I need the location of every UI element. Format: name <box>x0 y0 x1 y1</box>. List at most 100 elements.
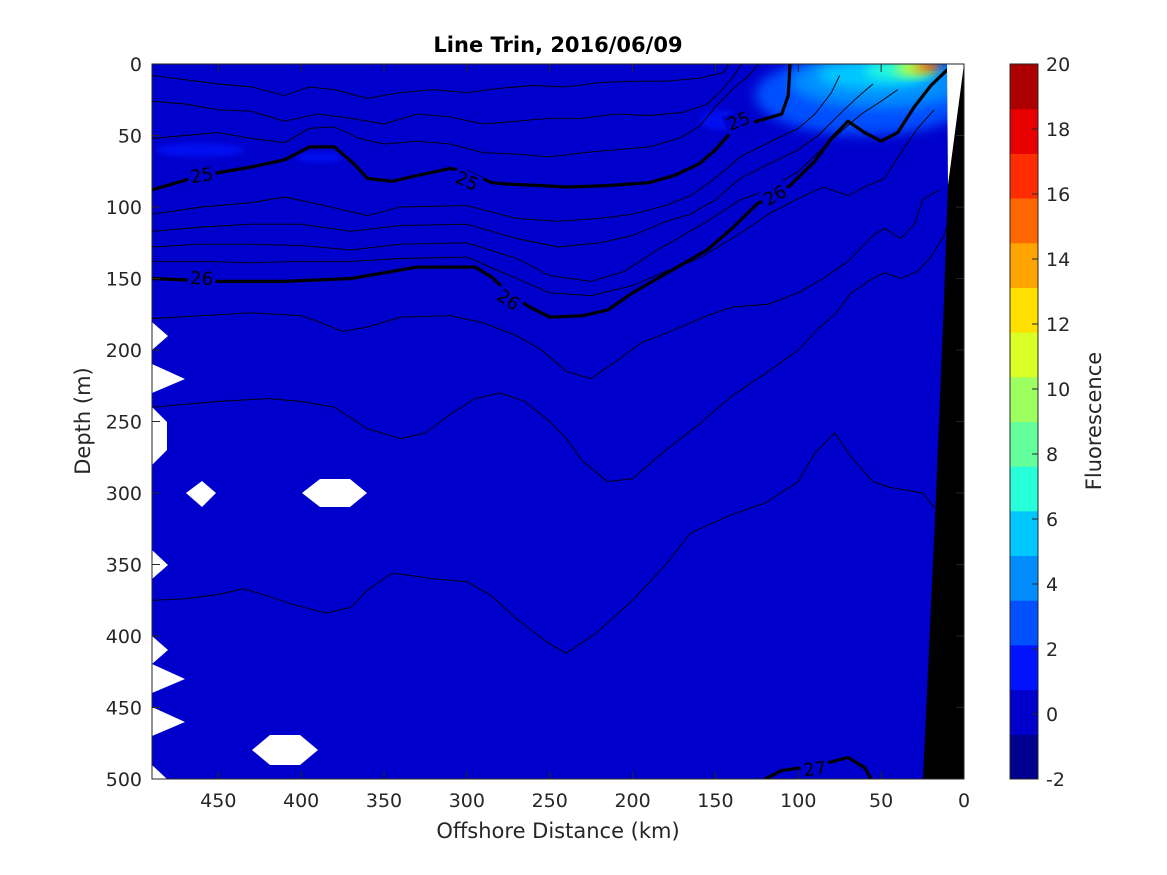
x-tick-label: 100 <box>780 790 816 812</box>
low-fluorescence-patch <box>447 448 463 464</box>
colorbar-swatch <box>1010 332 1038 378</box>
missing-data-gap <box>152 707 185 736</box>
y-axis-title: Depth (m) <box>71 367 95 474</box>
x-tick-label: 200 <box>614 790 650 812</box>
y-tick-label: 250 <box>106 412 142 434</box>
density-contours <box>152 64 952 779</box>
colorbar-swatch <box>1010 510 1038 557</box>
colorbar-tick-label: 16 <box>1046 184 1070 206</box>
colorbar-swatch <box>1010 153 1038 199</box>
colorbar-title: Fluorescence <box>1082 352 1106 490</box>
density-contour-thin <box>152 214 952 483</box>
colorbar-swatch <box>1010 644 1038 691</box>
low-fluorescence-patch <box>671 729 689 737</box>
bathymetry-mask <box>923 64 964 779</box>
low-fluorescence-patch <box>601 329 629 357</box>
low-fluorescence-patch <box>557 593 587 603</box>
low-fluorescence-patch <box>755 235 785 305</box>
low-fluorescence-patch <box>601 534 619 542</box>
colorbar: -2 0 2 4 6 8 10 12 14 16 18 20 <box>1009 54 1070 791</box>
low-fluorescence-patch <box>611 701 639 709</box>
missing-data-gap <box>186 481 216 507</box>
low-fluorescence-patch <box>818 418 838 426</box>
contour-label-backdrop <box>186 163 218 188</box>
colorbar-tick-label: 6 <box>1046 509 1058 531</box>
low-fluorescence-patch <box>748 349 772 361</box>
low-fluorescence-patch <box>676 515 704 525</box>
colorbar-swatch <box>1010 600 1038 646</box>
x-tick-label: 400 <box>283 790 319 812</box>
elevated-fluorescence-patch <box>155 143 245 157</box>
x-tick-label: 50 <box>869 790 893 812</box>
low-fluorescence-patch <box>582 466 618 490</box>
y-tick-label: 150 <box>106 269 142 291</box>
missing-data-gaps <box>152 322 367 779</box>
elevated-fluorescence-patch <box>295 152 345 162</box>
missing-data-gap <box>302 479 367 507</box>
colorbar-swatch <box>1010 108 1038 154</box>
x-axis: 450 400 350 300 250 200 150 100 50 0 <box>200 64 970 812</box>
low-fluorescence-patch <box>711 372 729 382</box>
colorbar-swatch <box>1010 376 1038 422</box>
y-tick-label: 100 <box>106 197 142 219</box>
x-axis-title: Offshore Distance (km) <box>436 819 679 843</box>
chart-title: Line Trin, 2016/06/09 <box>433 33 682 57</box>
contour-label-backdrop <box>799 757 831 779</box>
contour-label-25: 25 <box>189 164 215 189</box>
missing-data-gap <box>152 765 167 779</box>
colorbar-tick-label: 2 <box>1046 639 1058 661</box>
low-fluorescence-patch <box>820 537 916 613</box>
low-fluorescence-patch <box>565 505 585 515</box>
y-tick-label: 400 <box>106 626 142 648</box>
x-tick-label: 300 <box>449 790 485 812</box>
colorbar-tick-label: 18 <box>1046 119 1070 141</box>
x-tick-label: 450 <box>200 790 236 812</box>
y-tick-label: 350 <box>106 555 142 577</box>
colorbar-swatch <box>1010 64 1038 110</box>
colorbar-tick-label: 12 <box>1046 314 1070 336</box>
missing-data-gap <box>152 322 168 350</box>
y-axis: 0 50 100 150 200 250 300 350 400 450 500 <box>106 54 964 791</box>
colorbar-swatch <box>1010 287 1038 333</box>
contour-label-backdrop <box>757 180 793 212</box>
y-tick-label: 500 <box>106 769 142 791</box>
density-contour-thin <box>152 64 730 99</box>
colorbar-tick-label: 20 <box>1046 54 1070 76</box>
colorbar-frame <box>1009 63 1039 780</box>
density-contour-26 <box>152 68 950 319</box>
low-fluorescence-patch <box>811 666 921 710</box>
missing-data-gap <box>152 664 185 693</box>
colorbar-tick-label: 8 <box>1046 444 1058 466</box>
colorbar-swatch <box>1010 198 1038 244</box>
low-fluorescence-patch <box>830 485 910 505</box>
colorbar-tick-label: 10 <box>1046 379 1070 401</box>
contour-label-backdrop <box>449 166 484 197</box>
colorbar-swatch <box>1010 421 1038 467</box>
colorbar-tick-label: 14 <box>1046 249 1070 271</box>
colorbar-swatch <box>1010 689 1038 735</box>
low-fluorescence-patch <box>617 574 633 582</box>
x-tick-label: 250 <box>532 790 568 812</box>
contour-label-26: 26 <box>190 268 214 290</box>
density-contour-thin <box>152 432 948 654</box>
low-fluorescence-patch <box>723 310 747 326</box>
low-fluorescence-patch <box>526 349 554 361</box>
low-fluorescence-patch <box>793 729 883 761</box>
colorbar-tick-label: 0 <box>1046 704 1058 726</box>
density-contour-thin <box>152 64 759 158</box>
colorbar-swatch <box>1010 242 1038 288</box>
contour-label-backdrop <box>721 106 756 136</box>
x-tick-label: 0 <box>958 790 970 812</box>
low-fluorescence-patch <box>889 412 907 428</box>
colorbar-tick-label: -2 <box>1046 769 1065 791</box>
density-contour-thin <box>152 109 935 297</box>
contour-label-backdrop <box>187 267 217 290</box>
y-tick-label: 300 <box>106 483 142 505</box>
low-fluorescence-patch <box>540 698 556 708</box>
x-tick-label: 150 <box>697 790 733 812</box>
y-tick-label: 50 <box>118 126 142 148</box>
missing-data-gap <box>152 364 185 393</box>
y-tick-label: 450 <box>106 698 142 720</box>
